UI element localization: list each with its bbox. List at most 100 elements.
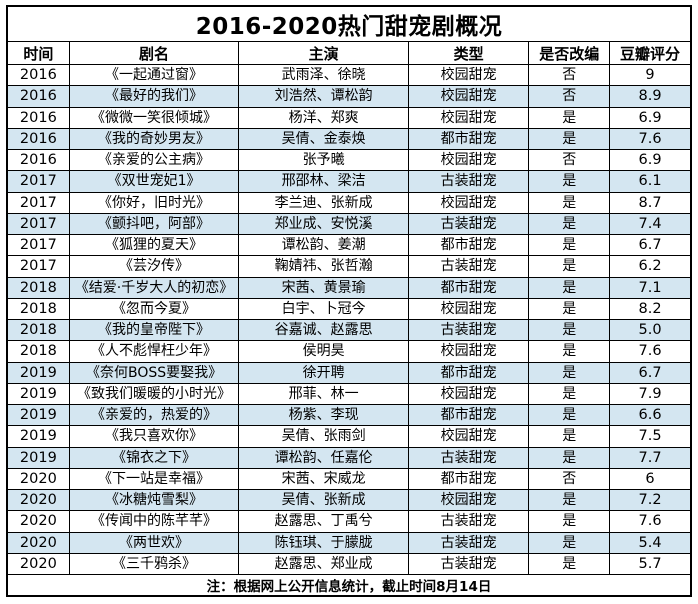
table-row: 2020 《传闻中的陈芊芊》 赵露思、丁禹兮 古装甜宠是 7.6: [6, 510, 692, 533]
cell-year: 2016: [6, 85, 70, 108]
cell-cast: 赵露思、丁禹兮: [238, 510, 409, 533]
cell-year: 2017: [6, 191, 70, 214]
cell-rating: 7.1: [609, 276, 692, 299]
cell-genre: 校园甜宠: [407, 63, 530, 87]
table-row: 2016 《亲爱的公主病》 张予曦 校园甜宠否 6.9: [6, 148, 692, 172]
cell-title: 《狐狸的夏天》: [68, 233, 240, 257]
cell-title: 《双世宠妃1》: [68, 170, 240, 193]
column-header-genre: 类型: [407, 41, 530, 65]
cell-genre: 校园甜宠: [407, 106, 530, 129]
table-row: 2017 《狐狸的夏天》 谭松韵、姜潮 都市甜宠是 6.7: [6, 233, 692, 257]
column-header-adapted: 是否改编: [528, 41, 611, 65]
cell-year: 2019: [6, 425, 70, 448]
cell-rating: 7.9: [609, 382, 692, 406]
cell-year: 2020: [6, 488, 70, 512]
cell-year: 2016: [6, 106, 70, 129]
cell-title: 《锦衣之下》: [68, 446, 240, 469]
cell-rating: 6.6: [609, 403, 692, 427]
cell-rating: 7.6: [609, 510, 692, 533]
cell-genre: 古装甜宠: [407, 318, 530, 342]
cell-genre: 校园甜宠: [407, 382, 530, 406]
table-row: 2019 《奈何BOSS要娶我》 徐开聘 都市甜宠是 6.7: [6, 361, 692, 384]
cell-adapted: 是: [528, 403, 611, 427]
cell-year: 2016: [6, 127, 70, 151]
cell-adapted: 否: [528, 467, 611, 491]
cell-genre: 古装甜宠: [407, 170, 530, 193]
cell-year: 2020: [6, 467, 70, 491]
cell-genre: 都市甜宠: [407, 403, 530, 427]
cell-cast: 刘浩然、谭松韵: [238, 85, 409, 108]
cell-title: 《三千鸦杀》: [68, 552, 240, 576]
cell-rating: 6.9: [609, 148, 692, 172]
cell-adapted: 是: [528, 276, 611, 299]
cell-title: 《芸汐传》: [68, 255, 240, 278]
cell-adapted: 是: [528, 170, 611, 193]
cell-title: 《传闻中的陈芊芊》: [68, 510, 240, 533]
table-row: 2018 《人不彪悍枉少年》 侯明昊 校园甜宠是 7.6: [6, 340, 692, 363]
table-row: 2017 《双世宠妃1》 邢邵林、梁洁 古装甜宠是 6.1: [6, 170, 692, 193]
cell-year: 2019: [6, 382, 70, 406]
cell-cast: 鞠婧祎、张哲瀚: [238, 255, 409, 278]
cell-cast: 杨紫、李现: [238, 403, 409, 427]
cell-genre: 古装甜宠: [407, 446, 530, 469]
header-row: 时间 剧名 主演 类型 是否改编 豆瓣评分: [6, 41, 692, 65]
cell-year: 2017: [6, 212, 70, 236]
cell-rating: 7.2: [609, 488, 692, 512]
cell-cast: 邢菲、林一: [238, 382, 409, 406]
cell-genre: 古装甜宠: [407, 552, 530, 576]
cell-rating: 7.4: [609, 212, 692, 236]
table-row: 2017 《芸汐传》 鞠婧祎、张哲瀚 古装甜宠是 6.2: [6, 255, 692, 278]
cell-cast: 吴倩、金泰焕: [238, 127, 409, 151]
cell-year: 2018: [6, 276, 70, 299]
cell-title: 《一起通过窗》: [68, 63, 240, 87]
cell-title: 《亲爱的公主病》: [68, 148, 240, 172]
cell-title: 《奈何BOSS要娶我》: [68, 361, 240, 384]
table-row: 2019 《我只喜欢你》 吴倩、张雨剑 校园甜宠是 7.5: [6, 425, 692, 448]
table-row: 2018 《我的皇帝陛下》 谷嘉诚、赵露思 古装甜宠是 5.0: [6, 318, 692, 342]
cell-title: 《最好的我们》: [68, 85, 240, 108]
table-row: 2020 《冰糖炖雪梨》 吴倩、张新成 校园甜宠是 7.2: [6, 488, 692, 512]
cell-rating: 9: [609, 63, 692, 87]
table-row: 2016 《我的奇妙男友》 吴倩、金泰焕 都市甜宠是 7.6: [6, 127, 692, 151]
cell-rating: 5.0: [609, 318, 692, 342]
cell-year: 2016: [6, 148, 70, 172]
cell-rating: 8.7: [609, 191, 692, 214]
cell-year: 2019: [6, 403, 70, 427]
cell-title: 《冰糖炖雪梨》: [68, 488, 240, 512]
cell-rating: 7.7: [609, 446, 692, 469]
cell-year: 2018: [6, 297, 70, 321]
cell-year: 2017: [6, 255, 70, 278]
cell-genre: 古装甜宠: [407, 531, 530, 554]
cell-title: 《忽而今夏》: [68, 297, 240, 321]
cell-genre: 校园甜宠: [407, 191, 530, 214]
cell-cast: 谭松韵、姜潮: [238, 233, 409, 257]
cell-title: 《两世欢》: [68, 531, 240, 554]
cell-genre: 古装甜宠: [407, 510, 530, 533]
cell-rating: 7.6: [609, 127, 692, 151]
table-row: 2018 《结爱·千岁大人的初恋》 宋茜、黄景瑜 都市甜宠是 7.1: [6, 276, 692, 299]
cell-cast: 赵露思、郑业成: [238, 552, 409, 576]
cell-cast: 宋茜、宋威龙: [238, 467, 409, 491]
table-row: 2019 《亲爱的，热爱的》 杨紫、李现 都市甜宠是 6.6: [6, 403, 692, 427]
column-header-year: 时间: [6, 41, 70, 65]
cell-adapted: 是: [528, 488, 611, 512]
cell-rating: 7.6: [609, 340, 692, 363]
cell-genre: 校园甜宠: [407, 148, 530, 172]
cell-genre: 都市甜宠: [407, 467, 530, 491]
cell-genre: 校园甜宠: [407, 425, 530, 448]
cell-title: 《颤抖吧，阿部》: [68, 212, 240, 236]
cell-cast: 白宇、卜冠今: [238, 297, 409, 321]
cell-title: 《你好，旧时光》: [68, 191, 240, 214]
cell-genre: 古装甜宠: [407, 212, 530, 236]
cell-cast: 谷嘉诚、赵露思: [238, 318, 409, 342]
cell-adapted: 是: [528, 106, 611, 129]
cell-adapted: 是: [528, 340, 611, 363]
drama-table: 2016-2020热门甜宠剧概况 时间 剧名 主演 类型 是否改编 豆瓣评分 2…: [6, 5, 692, 597]
cell-cast: 吴倩、张雨剑: [238, 425, 409, 448]
table-row: 2016 《微微一笑很倾城》 杨洋、郑爽 校园甜宠是 6.9: [6, 106, 692, 129]
cell-adapted: 否: [528, 148, 611, 172]
cell-title: 《我的皇帝陛下》: [68, 318, 240, 342]
cell-year: 2020: [6, 510, 70, 533]
cell-year: 2018: [6, 340, 70, 363]
cell-title: 《下一站是幸福》: [68, 467, 240, 491]
